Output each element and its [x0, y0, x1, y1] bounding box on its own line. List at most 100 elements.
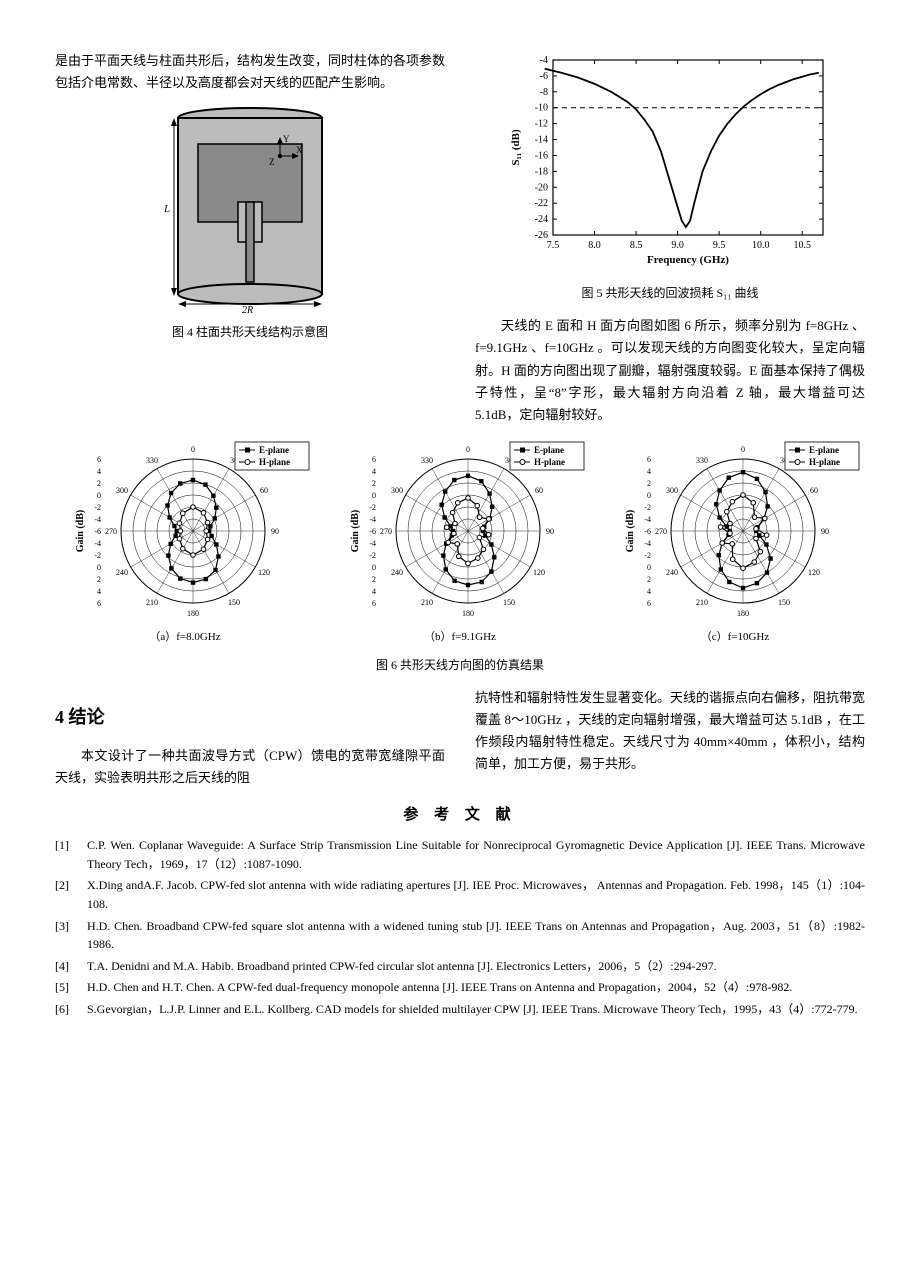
svg-text:-8: -8: [540, 87, 548, 98]
ref-item: [1]C.P. Wen. Coplanar Waveguide: A Surfa…: [55, 836, 865, 873]
left-column: 是由于平面天线与柱面共形后，结构发生改变，同时柱体的各项参数包括介电常数、半径以…: [55, 50, 445, 430]
ref-num: [2]: [55, 876, 87, 913]
fig4-svg: L2RYXZ: [160, 104, 340, 314]
fig4-caption: 图 4 柱面共形天线结构示意图: [55, 322, 445, 342]
svg-text:120: 120: [533, 568, 545, 577]
svg-text:-2: -2: [369, 551, 376, 560]
svg-text:-20: -20: [535, 182, 548, 193]
svg-text:-18: -18: [535, 166, 548, 177]
svg-text:120: 120: [808, 568, 820, 577]
svg-text:-4: -4: [644, 515, 651, 524]
svg-text:H-plane: H-plane: [259, 457, 290, 467]
svg-text:2: 2: [372, 575, 376, 584]
svg-text:-2: -2: [644, 503, 651, 512]
section4-title: 4 结论: [55, 702, 445, 733]
svg-text:6: 6: [647, 455, 651, 464]
svg-text:150: 150: [228, 598, 240, 607]
conclusion-right: 抗特性和辐射特性发生显著变化。天线的谐振点向右偏移，阻抗带宽覆盖 8～10GHz…: [475, 687, 865, 775]
ref-text: H.D. Chen. Broadband CPW-fed square slot…: [87, 917, 865, 954]
svg-text:4: 4: [647, 467, 651, 476]
svg-text:-2: -2: [94, 551, 101, 560]
svg-text:9.0: 9.0: [671, 240, 684, 251]
svg-text:7.5: 7.5: [547, 240, 560, 251]
svg-text:-4: -4: [94, 515, 101, 524]
top-columns: 是由于平面天线与柱面共形后，结构发生改变，同时柱体的各项参数包括介电常数、半径以…: [55, 50, 865, 430]
fig4-schematic: L2RYXZ: [55, 104, 445, 314]
fig6-caption: 图 6 共形天线方向图的仿真结果: [55, 655, 865, 675]
svg-text:0: 0: [647, 491, 651, 500]
svg-text:Frequency (GHz): Frequency (GHz): [647, 254, 729, 266]
svg-text:L: L: [163, 203, 170, 215]
svg-text:-6: -6: [94, 527, 101, 536]
svg-text:150: 150: [503, 598, 515, 607]
svg-text:300: 300: [116, 486, 128, 495]
svg-text:120: 120: [258, 568, 270, 577]
fig6-b-sub: （b）f=9.1GHz: [424, 628, 496, 647]
svg-text:-6: -6: [540, 71, 548, 82]
ref-num: [3]: [55, 917, 87, 954]
svg-text:330: 330: [421, 456, 433, 465]
svg-text:330: 330: [146, 456, 158, 465]
svg-text:Gain (dB): Gain (dB): [350, 510, 361, 553]
svg-text:4: 4: [647, 587, 651, 596]
svg-text:6: 6: [372, 455, 376, 464]
svg-text:2: 2: [647, 575, 651, 584]
svg-text:-22: -22: [535, 198, 548, 209]
svg-text:S₁₁ (dB): S₁₁ (dB): [510, 129, 522, 166]
svg-text:-2: -2: [644, 551, 651, 560]
svg-text:-4: -4: [369, 515, 376, 524]
svg-text:180: 180: [462, 609, 474, 618]
svg-text:E-plane: E-plane: [259, 445, 289, 455]
fig6-a: 03060901201501802102402703003306420-2-4-…: [55, 436, 315, 647]
svg-text:270: 270: [655, 527, 667, 536]
para-top-left: 是由于平面天线与柱面共形后，结构发生改变，同时柱体的各项参数包括介电常数、半径以…: [55, 50, 445, 94]
svg-text:0: 0: [372, 491, 376, 500]
right-column: -4-6-8-10-12-14-16-18-20-22-24-267.58.08…: [475, 50, 865, 430]
ref-item: [5]H.D. Chen and H.T. Chen. A CPW-fed du…: [55, 978, 865, 997]
refs-list: [1]C.P. Wen. Coplanar Waveguide: A Surfa…: [55, 836, 865, 1018]
svg-text:-6: -6: [644, 527, 651, 536]
svg-text:6: 6: [372, 599, 376, 608]
ref-text: S.Gevorgian，L.J.P. Linner and E.L. Kollb…: [87, 1000, 865, 1019]
polar-a-svg: 03060901201501802102402703003306420-2-4-…: [55, 436, 315, 626]
ref-item: [6]S.Gevorgian，L.J.P. Linner and E.L. Ko…: [55, 1000, 865, 1019]
svg-text:4: 4: [97, 587, 101, 596]
svg-text:6: 6: [97, 455, 101, 464]
svg-text:Y: Y: [283, 134, 290, 144]
svg-text:0: 0: [191, 445, 195, 454]
svg-text:2: 2: [372, 479, 376, 488]
svg-text:-4: -4: [540, 55, 548, 66]
ref-num: [4]: [55, 957, 87, 976]
svg-text:90: 90: [821, 527, 829, 536]
svg-text:240: 240: [391, 568, 403, 577]
fig6-b: 03060901201501802102402703003306420-2-4-…: [330, 436, 590, 647]
svg-text:0: 0: [372, 563, 376, 572]
svg-text:180: 180: [737, 609, 749, 618]
svg-text:-4: -4: [94, 539, 101, 548]
svg-text:90: 90: [546, 527, 554, 536]
svg-text:6: 6: [97, 599, 101, 608]
svg-text:10.5: 10.5: [793, 240, 811, 251]
conclusion-columns: 4 结论 本文设计了一种共面波导方式（CPW）馈电的宽带宽缝隙平面天线，实验表明…: [55, 687, 865, 793]
svg-text:-16: -16: [535, 150, 548, 161]
fig5-chart: -4-6-8-10-12-14-16-18-20-22-24-267.58.08…: [475, 50, 865, 275]
polar-b-svg: 03060901201501802102402703003306420-2-4-…: [330, 436, 590, 626]
ref-num: [1]: [55, 836, 87, 873]
svg-text:4: 4: [372, 467, 376, 476]
svg-text:300: 300: [666, 486, 678, 495]
svg-text:-6: -6: [369, 527, 376, 536]
svg-text:0: 0: [647, 563, 651, 572]
svg-text:Gain (dB): Gain (dB): [75, 510, 86, 553]
svg-text:E-plane: E-plane: [809, 445, 839, 455]
svg-text:-4: -4: [369, 539, 376, 548]
ref-num: [6]: [55, 1000, 87, 1019]
svg-text:X: X: [296, 145, 303, 155]
svg-text:-14: -14: [535, 135, 548, 146]
svg-text:4: 4: [97, 467, 101, 476]
svg-text:H-plane: H-plane: [534, 457, 565, 467]
para-right: 天线的 E 面和 H 面方向图如图 6 所示，频率分别为 f=8GHz 、f=9…: [475, 315, 865, 425]
fig5-caption: 图 5 共形天线的回波损耗 S₁₁ 曲线: [475, 283, 865, 303]
ref-num: [5]: [55, 978, 87, 997]
svg-text:330: 330: [696, 456, 708, 465]
svg-text:H-plane: H-plane: [809, 457, 840, 467]
